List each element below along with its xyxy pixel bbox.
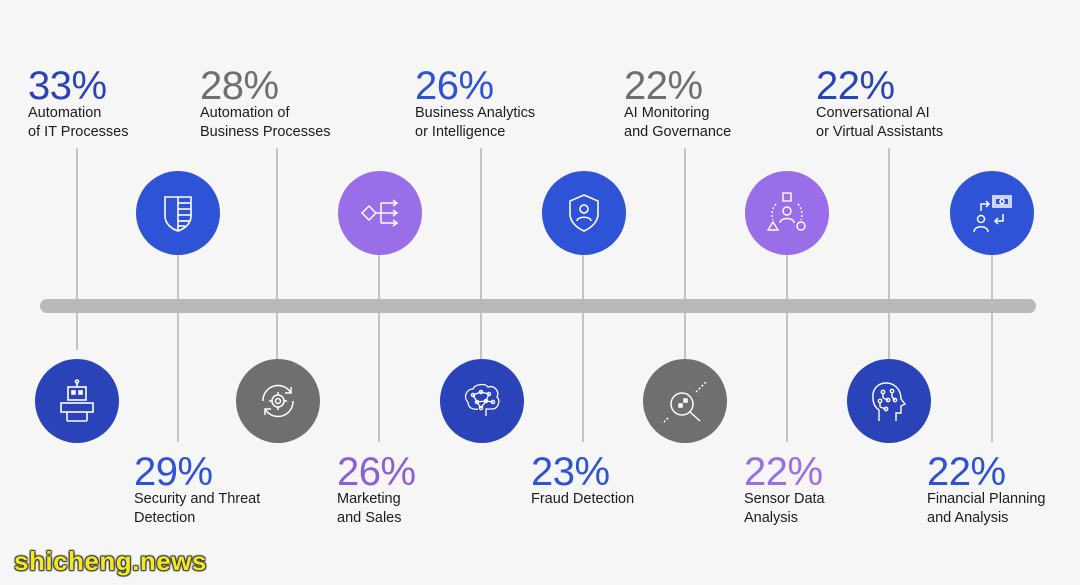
connector-line [786,250,788,442]
head-circuit-icon-badge [847,359,931,443]
percent-value: 22% [744,450,823,494]
connector-line [991,250,993,442]
item-label: Sensor Data Analysis [744,491,825,526]
gear-cycle-icon [262,384,294,418]
connector-line [177,250,179,442]
item-automation-business: 28% Automation of Business Processes [200,66,331,142]
item-business-analytics: 26% Business Analytics or Intelligence [415,66,535,142]
item-label: Business Analytics or Intelligence [415,105,536,140]
magnifier-icon-badge [643,359,727,443]
shield-stack-icon-badge [136,171,220,255]
item-financial-planning: 22% Financial Planning and Analysis [927,452,1046,528]
item-label: Financial Planning and Analysis [927,491,1046,526]
percent-value: 22% [624,64,703,108]
connector-line [378,250,380,442]
item-label: Automation of IT Processes [28,105,129,140]
percent-value: 22% [816,64,895,108]
item-label: AI Monitoring and Governance [624,105,732,140]
percent-value: 23% [531,450,610,494]
shield-stack-icon [164,196,192,232]
gear-cycle-icon-badge [236,359,320,443]
item-label: Automation of Business Processes [200,105,331,140]
connector-line [276,148,278,360]
robot-icon-badge [35,359,119,443]
item-marketing-sales: 26% Marketing and Sales [337,452,416,528]
shapes-person-icon [766,192,806,231]
item-ai-monitoring: 22% AI Monitoring and Governance [624,66,731,142]
connector-line [582,250,584,442]
magnifier-icon [663,381,707,423]
percent-value: 29% [134,450,213,494]
percent-value: 26% [337,450,416,494]
percent-value: 22% [927,450,1006,494]
shield-user-icon-badge [542,171,626,255]
item-conversational-ai: 22% Conversational AI or Virtual Assistan… [816,66,943,142]
item-automation-it: 33% Automation of IT Processes [28,66,128,142]
watermark: shicheng.news [14,546,207,576]
connector-line [684,148,686,360]
flow-icon-badge [338,171,422,255]
item-label: Security and Threat Detection [134,491,261,526]
brain-icon [464,383,500,416]
money-transfer-icon-badge [950,171,1034,255]
connector-line [76,148,78,350]
flow-icon [360,199,399,227]
item-label: Conversational AI or Virtual Assistants [816,105,944,140]
connector-line [888,148,890,360]
percent-value: 28% [200,64,279,108]
item-label: Fraud Detection [531,491,635,507]
money-transfer-icon [973,195,1012,233]
item-label: Marketing and Sales [337,491,402,526]
item-fraud-detection: 23% Fraud Detection [531,452,634,509]
robot-icon [60,379,94,422]
item-sensor-data: 22% Sensor Data Analysis [744,452,825,528]
shield-user-icon [569,194,599,232]
head-circuit-icon [872,382,907,421]
connector-line [480,148,482,360]
shapes-person-icon-badge [745,171,829,255]
percent-value: 26% [415,64,494,108]
timeline-bar [40,299,1036,313]
percent-value: 33% [28,64,107,108]
item-security-threat: 29% Security and Threat Detection [134,452,260,528]
brain-icon-badge [440,359,524,443]
